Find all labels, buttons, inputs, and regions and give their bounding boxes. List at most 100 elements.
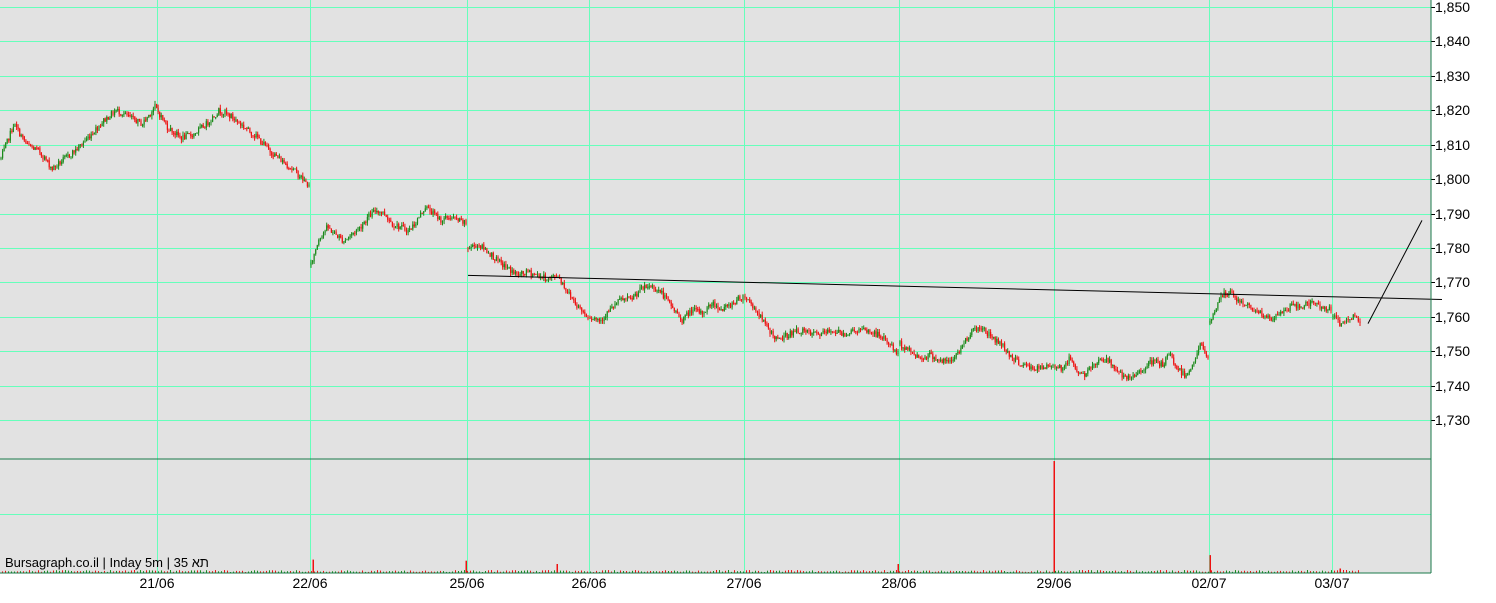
candle-body bbox=[1269, 315, 1271, 318]
volume-bar bbox=[221, 571, 222, 573]
volume-bar bbox=[329, 571, 330, 573]
candle-body bbox=[1113, 365, 1115, 370]
candle-body bbox=[722, 309, 724, 311]
candle-body bbox=[850, 330, 852, 334]
volume-bar bbox=[254, 570, 255, 573]
candle-body bbox=[750, 301, 752, 304]
volume-bar bbox=[725, 570, 726, 573]
candle-body bbox=[620, 298, 622, 299]
volume-bar bbox=[1100, 570, 1101, 573]
candle-body bbox=[619, 298, 621, 300]
candle-body bbox=[219, 108, 221, 114]
volume-bar bbox=[635, 570, 636, 573]
candle-body bbox=[1011, 355, 1013, 358]
candle-body bbox=[131, 115, 133, 117]
candle-body bbox=[673, 307, 675, 312]
volume-bar bbox=[2, 571, 3, 573]
volume-bar bbox=[173, 571, 174, 573]
candle-body bbox=[1184, 371, 1186, 378]
candle-body bbox=[373, 210, 375, 212]
candle-body bbox=[1005, 349, 1007, 352]
volume-bar bbox=[929, 570, 930, 573]
volume-bar bbox=[839, 571, 840, 573]
candle-body bbox=[1004, 343, 1006, 350]
candle-body bbox=[1138, 370, 1140, 374]
candle-body bbox=[502, 262, 504, 268]
volume-bar bbox=[263, 571, 264, 573]
candle-body bbox=[582, 311, 584, 313]
candle-body bbox=[36, 147, 38, 149]
candle-body bbox=[744, 296, 746, 298]
volume-bar bbox=[632, 570, 633, 573]
candle-body bbox=[1169, 354, 1172, 355]
candle-body bbox=[341, 237, 343, 243]
candle-body bbox=[634, 293, 636, 296]
volume-bar bbox=[284, 571, 285, 573]
volume-bar bbox=[578, 571, 579, 573]
candle-body bbox=[547, 277, 550, 281]
volume-bar bbox=[101, 571, 102, 573]
volume-bar bbox=[854, 570, 855, 573]
candle-body bbox=[775, 336, 777, 340]
candle-body bbox=[944, 358, 946, 361]
candle-body bbox=[949, 360, 951, 362]
candle-body bbox=[412, 224, 414, 230]
candle-body bbox=[380, 211, 383, 214]
candle-body bbox=[595, 318, 597, 320]
candle-body bbox=[672, 306, 674, 308]
candle-body bbox=[1316, 302, 1318, 304]
candle-body bbox=[1306, 302, 1308, 303]
candle-body bbox=[1165, 357, 1167, 365]
candle-body bbox=[163, 119, 165, 121]
candle-body bbox=[218, 108, 220, 115]
candle-body bbox=[174, 133, 176, 135]
candle-body bbox=[701, 310, 703, 315]
candle-body bbox=[725, 305, 727, 307]
candle-body bbox=[1303, 305, 1305, 309]
candle-body bbox=[681, 319, 683, 323]
candle-body bbox=[700, 310, 702, 314]
candle-body bbox=[728, 304, 730, 306]
volume-bar bbox=[1202, 571, 1203, 573]
volume-bar bbox=[1079, 570, 1080, 573]
candle-body bbox=[622, 298, 624, 301]
candle-body bbox=[123, 113, 125, 116]
candle-body bbox=[960, 348, 962, 353]
candle-body bbox=[969, 335, 971, 338]
candle-body bbox=[365, 222, 367, 223]
candle-body bbox=[168, 129, 170, 131]
volume-bar bbox=[1043, 571, 1044, 573]
volume-bar bbox=[557, 570, 558, 573]
volume-bar bbox=[893, 570, 894, 573]
candle-body bbox=[577, 305, 580, 308]
candle-body bbox=[424, 208, 426, 212]
candle-body bbox=[266, 145, 268, 147]
candle-body bbox=[615, 303, 618, 305]
candle-body bbox=[875, 331, 877, 337]
volume-bar bbox=[191, 570, 192, 573]
candle-body bbox=[608, 311, 610, 313]
y-tick-label: 1,770 bbox=[1435, 274, 1470, 290]
candle-body bbox=[1292, 303, 1294, 306]
volume-bar bbox=[878, 571, 879, 573]
candle-body bbox=[576, 304, 578, 308]
candle-body bbox=[1340, 323, 1342, 327]
x-tick-label: 25/06 bbox=[449, 575, 484, 591]
volume-bar bbox=[197, 570, 198, 573]
volume-bar bbox=[86, 570, 87, 573]
candle-body bbox=[847, 334, 849, 336]
volume-bar bbox=[599, 571, 600, 573]
volume-bar bbox=[1283, 571, 1284, 573]
candle-body bbox=[936, 359, 939, 361]
volume-bar bbox=[305, 571, 306, 573]
candle-body bbox=[1214, 312, 1216, 314]
volume-bar bbox=[419, 571, 420, 573]
candle-body bbox=[669, 300, 671, 302]
candle-body bbox=[708, 304, 710, 308]
candle-body bbox=[720, 309, 722, 311]
candle-body bbox=[316, 245, 318, 250]
candle-body bbox=[1228, 294, 1230, 296]
candle-body bbox=[609, 308, 611, 312]
candle-body bbox=[50, 167, 52, 168]
candle-body bbox=[1159, 363, 1161, 367]
